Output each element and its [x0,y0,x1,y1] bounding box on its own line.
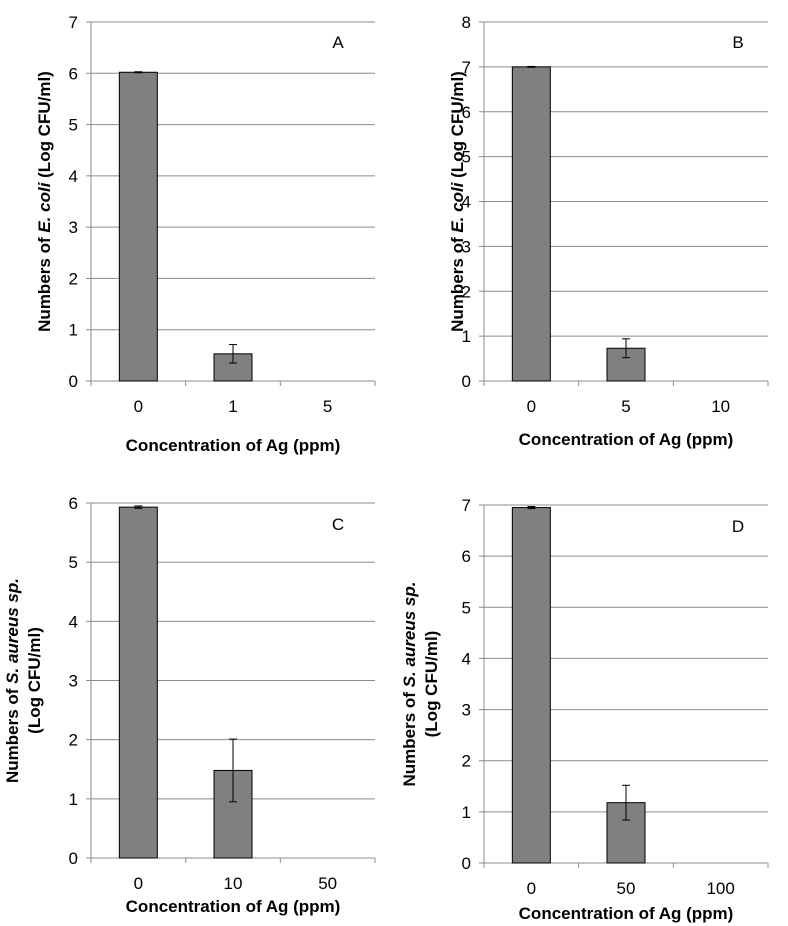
x-tick-label: 100 [706,879,734,898]
panel-letter: B [732,33,743,52]
y-tick-label: 5 [462,598,471,617]
y-tick-label: 2 [462,282,471,301]
y-tick-label: 6 [462,103,471,122]
x-tick-label: 10 [224,874,243,893]
y-axis-title-text: Numbers of [3,684,22,783]
x-axis-title: Concentration of Ag (ppm) [519,430,734,449]
x-axis-title: Concentration of Ag (ppm) [519,904,734,923]
y-axis-title-text: (Log CFU/ml) [35,71,54,182]
bar [511,66,551,382]
y-tick-label: 7 [462,58,471,77]
y-tick-label: 1 [462,803,471,822]
y-axis-title-species: S. aureus sp. [3,578,22,684]
y-axis-title: Numbers of E. coli (Log CFU/ml) [35,71,54,332]
chart-panel-a: 0 1 2 3 4 5 6 7 0 1 5 A Concentration of Ag (ppm) Num… [35,13,376,455]
y-tick-label: 0 [462,854,471,873]
y-axis-title-species: S. aureus sp. [400,581,419,687]
y-tick-label: 5 [462,148,471,167]
y-tick-label: 7 [462,496,471,515]
x-axis-title: Concentration of Ag (ppm) [126,436,341,455]
error-bar [527,506,536,510]
y-tick-label: 3 [69,218,78,237]
y-tick-label: 4 [462,649,471,668]
x-tick-label: 0 [527,397,536,416]
x-tick-label: 5 [621,397,630,416]
panel-letter: C [332,515,344,534]
bar [118,506,158,859]
x-tick-label: 50 [617,879,636,898]
y-axis-title: (Log CFU/ml) [25,627,44,734]
y-tick-label: 4 [69,167,78,186]
y-axis-title-text: (Log CFU/ml) [422,631,441,738]
x-tick-label: 0 [134,874,143,893]
error-bar [134,71,143,74]
panel-letter: D [732,517,744,536]
y-tick-label: 0 [69,372,78,391]
x-axis-title: Concentration of Ag (ppm) [126,897,341,916]
error-bar [229,738,237,803]
y-tick-label: 6 [69,494,78,513]
y-tick-label: 1 [462,327,471,346]
y-axis-title-text: Numbers of [35,233,54,332]
x-tick-label: 10 [711,397,730,416]
x-tick-label: 5 [323,397,332,416]
x-tick-label: 50 [318,874,337,893]
y-tick-label: 3 [69,672,78,691]
y-axis-title-text: (Log CFU/ml) [448,71,467,182]
y-axis-title-species: E. coli [35,181,54,232]
error-bar [622,338,630,359]
y-axis-title-species: E. coli [448,181,467,232]
y-tick-label: 0 [69,849,78,868]
y-tick-label: 6 [462,547,471,566]
y-axis-title: Numbers of S. aureus sp. [400,581,419,786]
y-tick-label: 4 [462,193,471,212]
y-axis-title-text: Numbers of [448,233,467,332]
panel-letter: A [332,33,344,52]
y-tick-label: 5 [69,553,78,572]
y-tick-label: 8 [462,13,471,32]
chart-panel-d: 0 1 2 3 4 5 6 7 0 50 100 D Concentration of Ag (ppm)… [400,496,769,923]
y-axis-title: Numbers of E. coli (Log CFU/ml) [448,71,467,332]
x-tick-label: 0 [134,397,143,416]
y-tick-label: 3 [462,701,471,720]
y-tick-label: 1 [69,790,78,809]
bar [118,71,158,382]
y-tick-label: 2 [69,731,78,750]
y-tick-label: 2 [69,269,78,288]
y-tick-label: 3 [462,237,471,256]
y-axis-title: (Log CFU/ml) [422,631,441,738]
y-axis-title: Numbers of S. aureus sp. [3,578,22,783]
y-tick-label: 1 [69,321,78,340]
y-tick-label: 5 [69,116,78,135]
error-bar [134,505,143,509]
y-tick-label: 7 [69,13,78,32]
y-tick-label: 4 [69,612,78,631]
x-tick-label: 0 [527,879,536,898]
y-tick-label: 2 [462,752,471,771]
y-tick-label: 0 [462,372,471,391]
y-axis-title-text: Numbers of [400,687,419,786]
error-bar [622,784,630,821]
x-tick-label: 1 [228,397,237,416]
chart-panel-b: 0 1 2 3 4 5 6 7 8 0 5 10 B Concentration of Ag (ppm) N… [448,13,769,449]
bar [511,507,551,864]
y-axis-title-text: (Log CFU/ml) [25,627,44,734]
chart-panel-c: 0 1 2 3 4 5 6 0 10 50 C Concentration of Ag (ppm) Nu… [3,494,376,916]
error-bar [229,344,237,364]
error-bar [527,65,536,68]
y-tick-label: 6 [69,64,78,83]
